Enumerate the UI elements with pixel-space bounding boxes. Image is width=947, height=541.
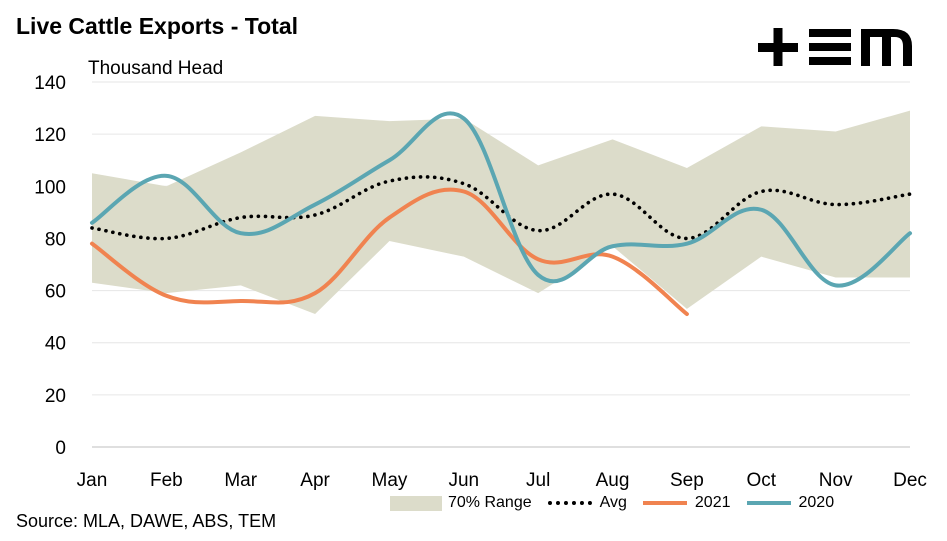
y-axis-label: Thousand Head bbox=[88, 58, 223, 79]
legend-swatch-2021 bbox=[642, 501, 687, 505]
logo-plus-v bbox=[773, 28, 783, 66]
y-tick-label: 100 bbox=[34, 177, 66, 198]
series-line-avg bbox=[90, 175, 912, 241]
logo-bar-top bbox=[809, 29, 851, 37]
legend-swatch-avg bbox=[547, 501, 592, 505]
series-line-2021 bbox=[90, 187, 689, 317]
logo-bar-bot bbox=[809, 57, 851, 65]
x-tick-label: May bbox=[372, 470, 408, 491]
x-axis-ticks: Jan Feb Mar Apr May Jun Jul Aug Sep Oct Nov Dec bbox=[77, 470, 927, 491]
range-band bbox=[92, 110, 910, 315]
legend-label-range: 70% Range bbox=[448, 494, 532, 511]
y-tick-label: 40 bbox=[45, 334, 66, 355]
chart-title: Live Cattle Exports - Total bbox=[16, 13, 299, 39]
tem-logo bbox=[758, 28, 912, 66]
x-tick-label: Aug bbox=[596, 470, 630, 491]
y-tick-label: 20 bbox=[45, 386, 66, 407]
x-tick-label: Nov bbox=[819, 470, 853, 491]
legend-item-avg: Avg bbox=[547, 494, 627, 512]
x-tick-label: Sep bbox=[670, 470, 704, 491]
x-tick-label: Apr bbox=[300, 470, 330, 491]
x-tick-label: Jun bbox=[448, 470, 479, 491]
x-tick-label: Dec bbox=[893, 470, 927, 491]
y-tick-label: 0 bbox=[55, 438, 66, 459]
source-note: Source: MLA, DAWE, ABS, TEM bbox=[16, 511, 277, 531]
y-axis-ticks: 0 20 40 60 80 100 120 140 bbox=[34, 73, 66, 459]
legend-swatch-range bbox=[390, 495, 442, 511]
logo-bar-mid bbox=[809, 43, 851, 51]
range-band-layer bbox=[92, 110, 910, 315]
x-tick-label: Feb bbox=[150, 470, 183, 491]
legend-label-2021: 2021 bbox=[694, 494, 731, 511]
y-tick-label: 60 bbox=[45, 282, 66, 303]
logo-m bbox=[861, 29, 912, 66]
series-layer bbox=[90, 111, 912, 317]
x-tick-label: Mar bbox=[224, 470, 257, 491]
y-tick-label: 120 bbox=[34, 125, 66, 146]
legend-swatch-2020 bbox=[746, 501, 791, 505]
x-tick-label: Jan bbox=[77, 470, 108, 491]
y-tick-label: 140 bbox=[34, 73, 66, 94]
legend-item-2021: 2021 bbox=[642, 494, 731, 512]
x-tick-label: Oct bbox=[746, 470, 776, 491]
legend-item-2020: 2020 bbox=[746, 494, 835, 512]
legend-item-range: 70% Range bbox=[390, 494, 532, 512]
y-tick-label: 80 bbox=[45, 229, 66, 250]
tem-logo-mark bbox=[758, 28, 912, 66]
legend: 70% Range Avg 2021 2020 bbox=[390, 494, 834, 512]
legend-label-2020: 2020 bbox=[798, 494, 835, 511]
x-tick-label: Jul bbox=[526, 470, 550, 491]
legend-label-avg: Avg bbox=[599, 494, 627, 511]
series-line-2020 bbox=[90, 111, 912, 288]
